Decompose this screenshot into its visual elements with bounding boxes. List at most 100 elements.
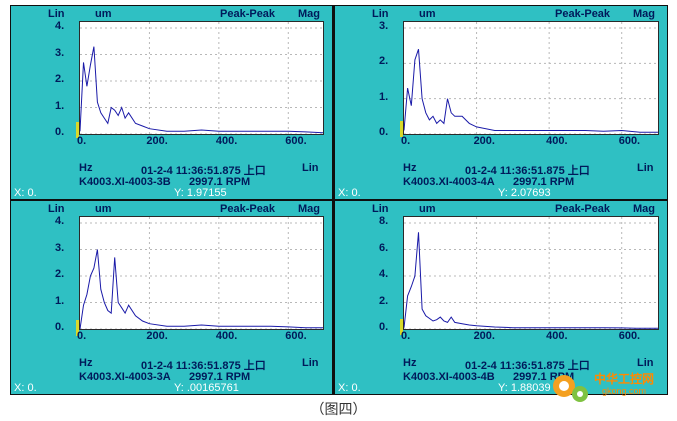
scale-footer: Lin bbox=[637, 357, 654, 369]
y-cursor-readout: Y: .00165761 bbox=[174, 382, 239, 394]
x-tick-label: 400. bbox=[215, 330, 238, 342]
mode-label: Peak-Peak bbox=[220, 203, 276, 215]
y-tick-label: 4. bbox=[55, 215, 65, 227]
y-tick-label: 3. bbox=[55, 241, 65, 254]
rpm-readout: 2997.1 RPM bbox=[189, 371, 251, 383]
y-tick-label: 1. bbox=[55, 294, 65, 307]
frequency-unit: Hz bbox=[79, 162, 93, 174]
x-tick-label: 600. bbox=[285, 135, 307, 147]
x-cursor-readout: X: 0. bbox=[338, 187, 361, 199]
scale-label: Lin bbox=[372, 8, 389, 20]
x-tick-label: 600. bbox=[285, 330, 307, 342]
watermark-logo: 中华工控网 gkong.com bbox=[548, 364, 668, 408]
y-tick-label: 0. bbox=[55, 126, 65, 138]
x-tick-label: 0. bbox=[77, 135, 87, 147]
y-tick-label: 4. bbox=[379, 268, 389, 280]
spectrum-chart bbox=[80, 217, 323, 329]
spectrum-panel-3b[interactable]: Lin um Peak-Peak Mag 4. 3. 2. 1. 0. 0. 200. 400. 600… bbox=[11, 6, 332, 199]
mode-label: Peak-Peak bbox=[555, 8, 611, 20]
x-tick-label: 400. bbox=[546, 330, 568, 342]
y-cursor-readout: Y: 1.88039 bbox=[498, 382, 551, 394]
x-tick-label: 200. bbox=[473, 135, 495, 147]
point-id: K4003.XI-4003-4B bbox=[403, 371, 495, 383]
scale-footer: Lin bbox=[302, 357, 319, 369]
spectrum-trace bbox=[80, 249, 323, 329]
figure-caption: （图四） bbox=[310, 402, 367, 418]
spectrum-chart bbox=[80, 22, 323, 134]
x-cursor-readout: X: 0. bbox=[14, 382, 37, 394]
cursor-marker bbox=[400, 318, 403, 335]
spectrum-chart bbox=[404, 22, 658, 134]
unit-label: um bbox=[419, 203, 436, 215]
timestamp: 01-2-4 11:36:51.875 上口 bbox=[465, 360, 590, 372]
type-label: Mag bbox=[633, 8, 655, 20]
scale-footer: Lin bbox=[302, 162, 319, 174]
cursor-marker bbox=[76, 320, 79, 336]
x-tick-label: 0. bbox=[77, 330, 87, 342]
mode-label: Peak-Peak bbox=[220, 8, 276, 20]
scale-footer: Lin bbox=[637, 162, 654, 174]
y-tick-label: 8. bbox=[379, 215, 389, 227]
x-cursor-readout: X: 0. bbox=[338, 382, 361, 394]
spectrum-panel-4b[interactable]: Lin um Peak-Peak Mag 8. 6. 4. 2. 0. 0. 200. 400. 600… bbox=[335, 201, 667, 394]
y-tick-label: 3. bbox=[379, 20, 389, 32]
plot-area[interactable] bbox=[79, 216, 324, 330]
cursor-marker bbox=[76, 122, 79, 139]
x-tick-label: 400. bbox=[546, 135, 568, 147]
timestamp: 01-2-4 11:36:51.875 上口 bbox=[465, 165, 590, 177]
x-tick-label: 200. bbox=[146, 330, 168, 342]
timestamp: 01-2-4 11:36:51.875 上口 bbox=[141, 165, 266, 177]
point-id: K4003.XI-4003-4A bbox=[403, 176, 495, 188]
frequency-unit: Hz bbox=[79, 357, 93, 369]
y-tick-label: 6. bbox=[379, 241, 389, 254]
y-tick-label: 0. bbox=[55, 321, 65, 333]
spectrum-trace bbox=[404, 232, 658, 329]
spectrum-panel-4a[interactable]: Lin um Peak-Peak Mag 3. 2. 1. 0. 0. 200. 400. 600. H… bbox=[335, 6, 667, 199]
cursor-marker bbox=[400, 121, 403, 138]
unit-label: um bbox=[95, 8, 112, 20]
y-tick-label: 3. bbox=[55, 46, 65, 59]
x-cursor-readout: X: 0. bbox=[14, 187, 37, 199]
y-tick-label: 2. bbox=[379, 55, 389, 68]
y-tick-label: 1. bbox=[55, 99, 65, 112]
y-tick-label: 4. bbox=[55, 20, 65, 32]
scale-label: Lin bbox=[48, 203, 65, 215]
spectrum-trace bbox=[404, 49, 658, 133]
spectrum-trace bbox=[80, 46, 323, 134]
y-tick-label: 0. bbox=[379, 126, 389, 138]
type-label: Mag bbox=[633, 203, 655, 215]
watermark-text: 中华工控网 bbox=[594, 372, 655, 386]
x-tick-label: 600. bbox=[618, 330, 641, 342]
frequency-unit: Hz bbox=[403, 357, 417, 369]
x-tick-label: 600. bbox=[618, 135, 641, 147]
y-tick-label: 0. bbox=[379, 321, 389, 333]
gear-icon bbox=[553, 375, 588, 402]
rpm-readout: 2997.1 RPM bbox=[513, 176, 575, 188]
x-tick-label: 400. bbox=[215, 135, 238, 147]
rpm-readout: 2997.1 RPM bbox=[189, 176, 251, 188]
x-tick-label: 0. bbox=[401, 135, 411, 147]
unit-label: um bbox=[419, 8, 436, 20]
spectrum-chart bbox=[404, 217, 658, 329]
y-cursor-readout: Y: 2.07693 bbox=[498, 187, 551, 199]
plot-area[interactable] bbox=[403, 21, 659, 135]
y-tick-label: 2. bbox=[55, 73, 65, 85]
timestamp: 01-2-4 11:36:51.875 上口 bbox=[141, 360, 266, 372]
frequency-unit: Hz bbox=[403, 162, 417, 174]
scale-label: Lin bbox=[48, 8, 65, 20]
y-cursor-readout: Y: 1.97155 bbox=[174, 187, 227, 199]
point-id: K4003.XI-4003-3A bbox=[79, 371, 171, 383]
x-tick-label: 200. bbox=[146, 135, 168, 147]
scale-label: Lin bbox=[372, 203, 389, 215]
type-label: Mag bbox=[298, 8, 320, 20]
y-tick-label: 1. bbox=[379, 90, 389, 103]
x-tick-label: 0. bbox=[401, 330, 411, 342]
plot-area[interactable] bbox=[79, 21, 324, 135]
point-id: K4003.XI-4003-3B bbox=[79, 176, 171, 188]
plot-area[interactable] bbox=[403, 216, 659, 330]
x-tick-label: 200. bbox=[473, 330, 495, 342]
mode-label: Peak-Peak bbox=[555, 203, 611, 215]
type-label: Mag bbox=[298, 203, 320, 215]
spectrum-panel-3a[interactable]: Lin um Peak-Peak Mag 4. 3. 2. 1. 0. 0. 200. 400. 600… bbox=[11, 201, 332, 394]
analyzer-window: Lin um Peak-Peak Mag 4. 3. 2. 1. 0. 0. 200. 400. 600… bbox=[10, 5, 668, 395]
